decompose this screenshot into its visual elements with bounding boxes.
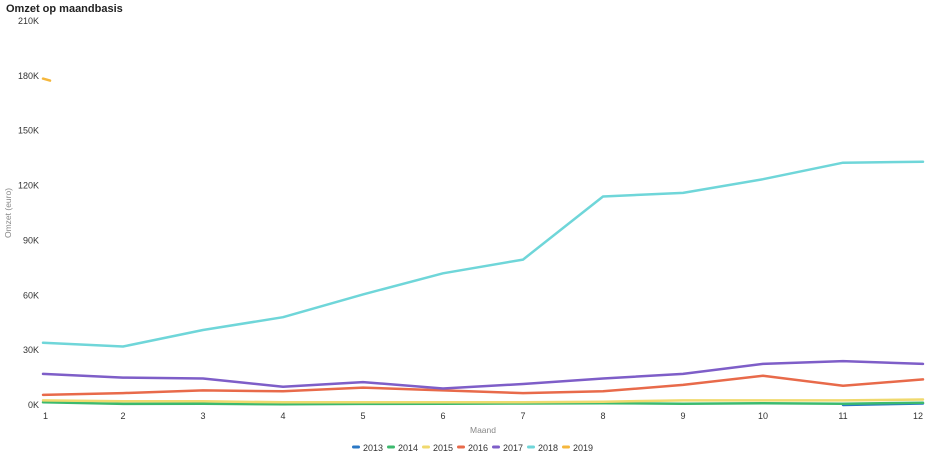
y-tick-label: 30K (23, 345, 39, 355)
x-tick-label: 7 (520, 411, 525, 421)
series-lines (41, 77, 925, 407)
x-axis-ticks: 1 2 3 4 5 6 7 8 9 10 11 12 (43, 411, 923, 421)
series-line-2017 (41, 359, 925, 390)
legend-label-2018: 2018 (538, 443, 558, 453)
y-axis-title: Omzet (euro) (3, 188, 13, 238)
series-line-2018 (41, 160, 925, 348)
series-line-2016 (41, 374, 925, 397)
y-tick-label: 120K (18, 181, 39, 191)
chart-title: Omzet op maandbasis (6, 3, 123, 15)
y-tick-label: 180K (18, 71, 39, 81)
legend-label-2017: 2017 (503, 443, 523, 453)
y-axis-ticks: 0K 30K 60K 90K 120K 150K 180K 210K (18, 16, 39, 410)
series-line-2019 (41, 77, 52, 82)
legend-swatch-2014 (387, 445, 395, 449)
legend-swatch-2019 (562, 445, 570, 449)
x-axis-title: Maand (470, 425, 496, 435)
y-tick-label: 60K (23, 290, 39, 300)
x-tick-label: 1 (43, 411, 48, 421)
x-tick-label: 9 (680, 411, 685, 421)
legend-swatch-2013 (352, 445, 360, 449)
x-tick-label: 6 (440, 411, 445, 421)
x-tick-label: 11 (838, 411, 847, 421)
x-tick-label: 10 (758, 411, 768, 421)
legend: 2013 2014 2015 2016 2017 2018 2019 (352, 443, 593, 453)
y-tick-label: 210K (18, 16, 39, 26)
series-line-2015 (41, 398, 925, 404)
legend-label-2014: 2014 (398, 443, 418, 453)
legend-label-2015: 2015 (433, 443, 453, 453)
x-tick-label: 2 (120, 411, 125, 421)
series-line-2014 (41, 401, 925, 406)
legend-label-2019: 2019 (573, 443, 593, 453)
legend-swatch-2016 (457, 445, 465, 449)
y-tick-label: 90K (23, 235, 39, 245)
x-tick-label: 8 (600, 411, 605, 421)
x-tick-label: 12 (913, 411, 923, 421)
y-tick-label: 150K (18, 126, 39, 136)
legend-label-2016: 2016 (468, 443, 488, 453)
legend-swatch-2018 (527, 445, 535, 449)
legend-swatch-2017 (492, 445, 500, 449)
y-tick-label: 0K (28, 400, 39, 410)
x-tick-label: 5 (360, 411, 365, 421)
legend-label-2013: 2013 (363, 443, 383, 453)
x-tick-label: 4 (280, 411, 285, 421)
x-tick-label: 3 (200, 411, 205, 421)
legend-swatch-2015 (422, 445, 430, 449)
